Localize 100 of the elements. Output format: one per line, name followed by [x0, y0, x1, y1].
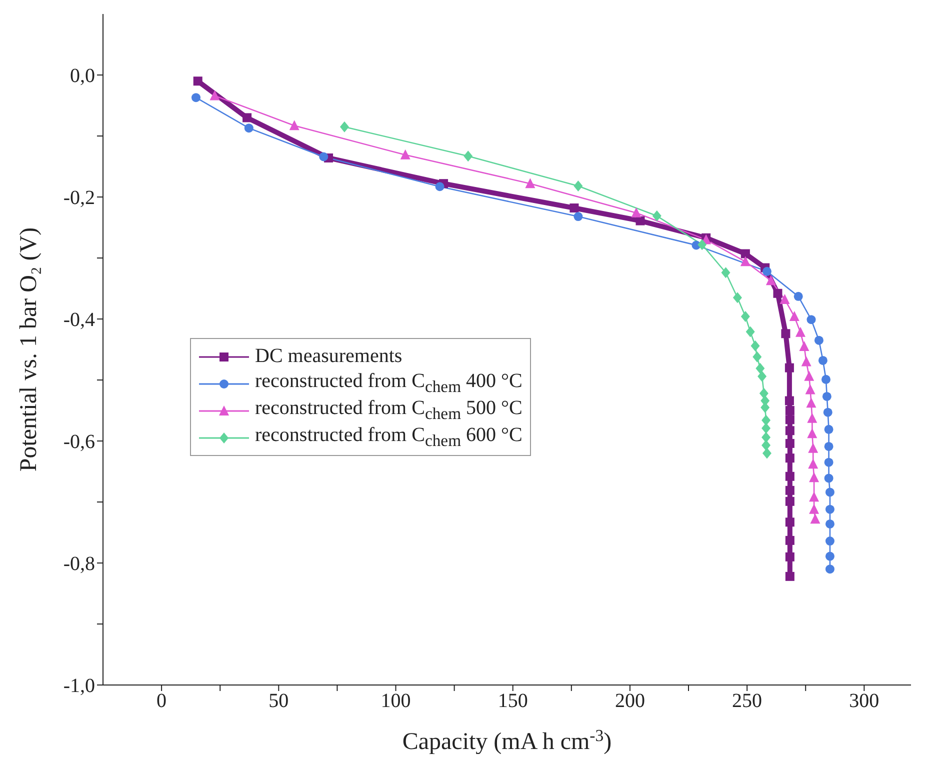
- point: [785, 518, 794, 527]
- point: [750, 340, 760, 352]
- y-tick-label: -0,2: [63, 187, 95, 210]
- point: [824, 458, 834, 467]
- point: [191, 93, 200, 102]
- point: [809, 492, 820, 502]
- point: [806, 398, 816, 408]
- point: [785, 406, 794, 415]
- point: [721, 267, 730, 278]
- point: [759, 388, 768, 399]
- point: [319, 152, 328, 162]
- point: [210, 90, 220, 100]
- point: [762, 440, 771, 451]
- point: [785, 486, 794, 495]
- point: [810, 514, 820, 524]
- point: [806, 315, 816, 324]
- y-tick-label: -1,0: [63, 675, 95, 698]
- point: [698, 239, 707, 250]
- point: [740, 311, 750, 322]
- point: [814, 336, 824, 345]
- point: [821, 374, 830, 384]
- point: [822, 392, 832, 401]
- x-tick-label: 250: [732, 690, 762, 712]
- point: [758, 370, 767, 382]
- point: [785, 454, 794, 463]
- y-tick-label: -0,4: [63, 309, 95, 332]
- point: [825, 536, 834, 546]
- point: [824, 474, 834, 483]
- point: [740, 249, 750, 258]
- point: [756, 362, 765, 374]
- point: [785, 552, 794, 562]
- point: [825, 519, 834, 528]
- x-tick-label: 0: [156, 690, 167, 712]
- point: [762, 422, 771, 434]
- point: [464, 150, 473, 162]
- point: [762, 432, 771, 443]
- point: [808, 442, 818, 453]
- point: [752, 351, 762, 362]
- legend-label: reconstructed from C$_{chem}$ 500 °C: [255, 397, 522, 423]
- y-tick-label: 0,0: [70, 65, 95, 88]
- y-tick-label: -0,6: [63, 431, 95, 454]
- y-tick-label: -0,8: [63, 553, 95, 576]
- point: [746, 326, 755, 338]
- point: [785, 572, 794, 581]
- point: [818, 356, 828, 365]
- point: [785, 415, 794, 424]
- point: [825, 504, 834, 514]
- point: [785, 496, 794, 506]
- point: [805, 384, 816, 394]
- point: [574, 180, 583, 192]
- point: [785, 536, 794, 545]
- point: [781, 329, 790, 338]
- point: [242, 113, 252, 122]
- x-tick-label: 200: [614, 690, 645, 712]
- point: [525, 178, 536, 188]
- point: [785, 472, 794, 481]
- point: [824, 442, 834, 451]
- legend-label: reconstructed from C$_{chem}$ 400 °C: [255, 370, 522, 396]
- point: [808, 458, 818, 469]
- point: [809, 472, 820, 482]
- legend-label: reconstructed from C$_{chem}$ 600 °C: [255, 424, 522, 450]
- x-tick-label: 150: [498, 690, 528, 712]
- point: [825, 564, 834, 574]
- point: [825, 552, 834, 561]
- point: [784, 396, 794, 406]
- point: [789, 311, 800, 322]
- point: [824, 424, 834, 434]
- point: [794, 292, 803, 301]
- point: [780, 294, 790, 304]
- point: [795, 326, 806, 337]
- point: [574, 212, 583, 222]
- point: [631, 207, 642, 218]
- point: [785, 438, 794, 448]
- point: [570, 203, 579, 212]
- point: [652, 210, 662, 222]
- x-tick-label: 100: [380, 690, 411, 712]
- x-tick-label: 50: [268, 690, 289, 712]
- x-tick-label: 300: [849, 690, 880, 712]
- point: [785, 426, 794, 436]
- point: [193, 76, 202, 86]
- point: [773, 288, 782, 298]
- point: [244, 124, 254, 133]
- point: [823, 408, 832, 417]
- point: [825, 488, 834, 497]
- point: [784, 363, 794, 372]
- point: [801, 356, 812, 366]
- point: [762, 414, 771, 426]
- x-axis-title: Capacity (mA h cm$^{-3}$): [402, 726, 612, 755]
- point: [400, 149, 410, 160]
- point: [740, 256, 750, 266]
- point: [766, 275, 776, 286]
- point: [435, 182, 444, 192]
- point: [289, 120, 300, 130]
- point: [340, 121, 349, 132]
- point: [636, 216, 645, 226]
- point: [762, 448, 772, 459]
- point: [807, 428, 818, 438]
- y-axis-title: Potential vs. 1 bar O₂ (V): [16, 227, 42, 472]
- legend-label: DC measurements: [255, 345, 402, 367]
- point: [804, 370, 814, 381]
